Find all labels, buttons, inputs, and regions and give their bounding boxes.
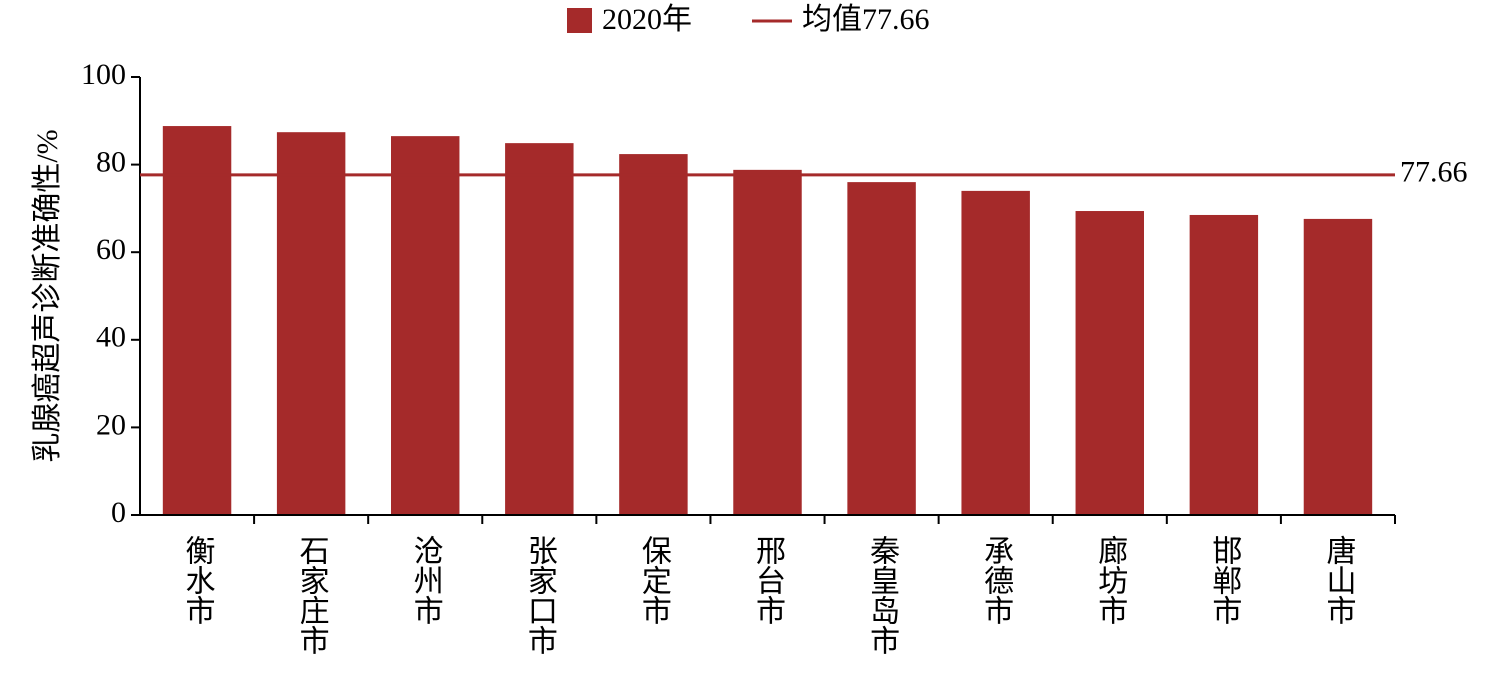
x-tick-label: 邯郸市 bbox=[1207, 535, 1241, 625]
x-tick-label: 邢台市 bbox=[751, 535, 786, 625]
y-tick-label: 100 bbox=[81, 58, 126, 91]
y-axis-label: 乳腺癌超声诊断准确性/% bbox=[31, 129, 64, 462]
legend-label: 均值77.66 bbox=[802, 3, 930, 36]
x-tick-label: 石家庄市 bbox=[295, 535, 330, 655]
y-tick-label: 20 bbox=[96, 408, 126, 441]
bar bbox=[276, 132, 346, 516]
bar bbox=[847, 182, 916, 515]
bar bbox=[162, 126, 232, 515]
x-tick-label: 沧州市 bbox=[409, 535, 444, 625]
x-tick-label: 秦皇岛市 bbox=[865, 535, 900, 655]
bar bbox=[1075, 211, 1144, 515]
x-tick-label: 承德市 bbox=[979, 535, 1014, 625]
bar bbox=[619, 154, 688, 515]
bar bbox=[505, 143, 574, 515]
y-tick-label: 0 bbox=[111, 496, 126, 529]
mean-label: 77.66 bbox=[1400, 156, 1468, 189]
x-tick-label: 衡水市 bbox=[181, 535, 216, 625]
x-tick-label: 唐山市 bbox=[1321, 535, 1356, 625]
x-tick-label: 张家口市 bbox=[523, 535, 557, 655]
x-tick-label: 廊坊市 bbox=[1093, 535, 1128, 625]
bar bbox=[391, 136, 460, 515]
y-tick-label: 80 bbox=[96, 145, 126, 178]
y-tick-label: 60 bbox=[96, 233, 126, 266]
bar bbox=[1189, 214, 1259, 515]
bar bbox=[733, 169, 802, 515]
legend-swatch bbox=[567, 8, 592, 33]
y-tick-label: 40 bbox=[96, 321, 126, 354]
bar bbox=[1303, 218, 1373, 516]
legend-label: 2020年 bbox=[602, 3, 692, 36]
bar bbox=[961, 190, 1030, 515]
x-tick-label: 保定市 bbox=[637, 535, 672, 625]
